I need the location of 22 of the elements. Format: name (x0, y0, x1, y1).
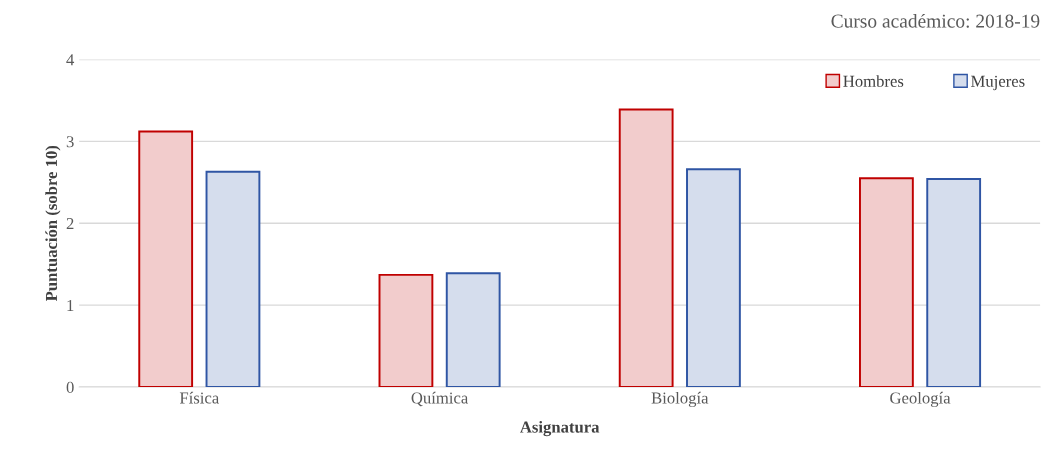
bar (138, 130, 194, 388)
y-tick-label: 4 (66, 54, 75, 66)
legend-label: Hombres (843, 75, 904, 87)
bar (686, 168, 741, 388)
y-tick-label: 0 (66, 381, 74, 393)
y-tick-label: 3 (66, 136, 74, 148)
bar (378, 273, 434, 388)
x-tick-label: Biología (651, 391, 709, 408)
x-tick-label: Química (411, 391, 469, 407)
y-tick-label: 1 (67, 299, 74, 311)
x-axis-title: Asignatura (520, 420, 600, 437)
x-tick-label: Geología (890, 391, 951, 408)
bar (926, 178, 982, 388)
bar (859, 177, 914, 388)
y-axis-title: Puntuación (sobre 10) (45, 145, 61, 302)
bar (618, 108, 674, 388)
legend-label: Mujeres (971, 75, 1025, 91)
x-tick-label: Física (179, 391, 219, 404)
bar (445, 272, 501, 388)
bar (205, 170, 261, 388)
y-tick-label: 2 (66, 218, 74, 230)
chart-title: Curso académico: 2018-19 (831, 13, 1040, 28)
